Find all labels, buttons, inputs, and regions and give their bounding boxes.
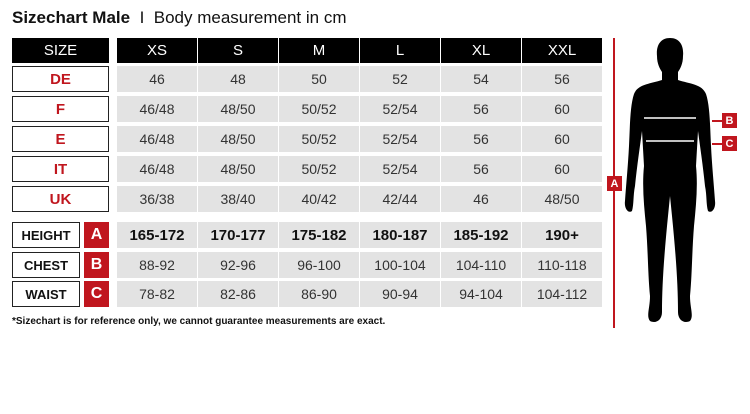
marker-b-line (712, 120, 722, 122)
size-system-label: DE (12, 66, 109, 92)
size-cell: 36/38 (117, 186, 197, 212)
title-bold: Sizechart Male (12, 8, 131, 27)
size-cell: 56 (441, 96, 521, 122)
size-cell: 52/54 (360, 126, 440, 152)
size-cell: 50/52 (279, 156, 359, 182)
marker-c: C (722, 136, 737, 151)
measure-badge: A (84, 222, 109, 248)
size-cell: 50 (279, 66, 359, 92)
size-cell: 60 (522, 126, 602, 152)
size-header-s: S (198, 38, 278, 63)
size-header-label: SIZE (12, 38, 109, 63)
size-system-label: IT (12, 156, 109, 182)
size-header-xl: XL (441, 38, 521, 63)
size-cell: 52/54 (360, 156, 440, 182)
size-cell: 56 (441, 156, 521, 182)
size-system-label: UK (12, 186, 109, 212)
measure-cell: 185-192 (441, 222, 521, 248)
male-silhouette-icon (624, 38, 716, 322)
size-cell: 48/50 (522, 186, 602, 212)
title-subtitle: Body measurement in cm (153, 8, 347, 27)
size-cell: 48/50 (198, 96, 278, 122)
size-cell: 46/48 (117, 156, 197, 182)
measure-cell: 175-182 (279, 222, 359, 248)
size-cell: 50/52 (279, 96, 359, 122)
measure-cell: 88-92 (117, 252, 197, 278)
measure-badge: B (84, 252, 109, 278)
page-title: Sizechart Male I Body measurement in cm (12, 8, 347, 28)
measure-cell: 82-86 (198, 281, 278, 307)
size-header-xxl: XXL (522, 38, 602, 63)
measure-badge: C (84, 281, 109, 307)
measure-cell: 92-96 (198, 252, 278, 278)
measure-cell: 86-90 (279, 281, 359, 307)
size-cell: 46/48 (117, 126, 197, 152)
size-cell: 54 (441, 66, 521, 92)
size-cell: 60 (522, 156, 602, 182)
size-system-label: F (12, 96, 109, 122)
size-cell: 46 (117, 66, 197, 92)
measure-label: HEIGHT (12, 222, 80, 248)
size-cell: 52 (360, 66, 440, 92)
size-header-m: M (279, 38, 359, 63)
size-cell: 46/48 (117, 96, 197, 122)
measure-cell: 165-172 (117, 222, 197, 248)
size-cell: 50/52 (279, 126, 359, 152)
marker-a: A (607, 176, 622, 191)
size-system-label: E (12, 126, 109, 152)
size-cell: 52/54 (360, 96, 440, 122)
measure-cell: 170-177 (198, 222, 278, 248)
footnote: *Sizechart is for reference only, we can… (12, 316, 386, 327)
size-cell: 38/40 (198, 186, 278, 212)
size-cell: 48/50 (198, 156, 278, 182)
size-cell: 60 (522, 96, 602, 122)
size-header-xs: XS (117, 38, 197, 63)
measure-cell: 180-187 (360, 222, 440, 248)
measure-cell: 96-100 (279, 252, 359, 278)
size-cell: 48 (198, 66, 278, 92)
size-cell: 56 (441, 126, 521, 152)
measure-cell: 94-104 (441, 281, 521, 307)
measure-cell: 104-110 (441, 252, 521, 278)
marker-b: B (722, 113, 737, 128)
size-cell: 48/50 (198, 126, 278, 152)
size-header-l: L (360, 38, 440, 63)
size-cell: 56 (522, 66, 602, 92)
measure-cell: 78-82 (117, 281, 197, 307)
title-separator: I (139, 8, 145, 27)
measure-cell: 100-104 (360, 252, 440, 278)
size-cell: 42/44 (360, 186, 440, 212)
measure-label: WAIST (12, 281, 80, 307)
size-cell: 46 (441, 186, 521, 212)
size-cell: 40/42 (279, 186, 359, 212)
marker-c-line (712, 143, 722, 145)
measure-cell: 104-112 (522, 281, 602, 307)
measure-cell: 90-94 (360, 281, 440, 307)
measure-cell: 110-118 (522, 252, 602, 278)
measure-label: CHEST (12, 252, 80, 278)
measure-cell: 190+ (522, 222, 602, 248)
